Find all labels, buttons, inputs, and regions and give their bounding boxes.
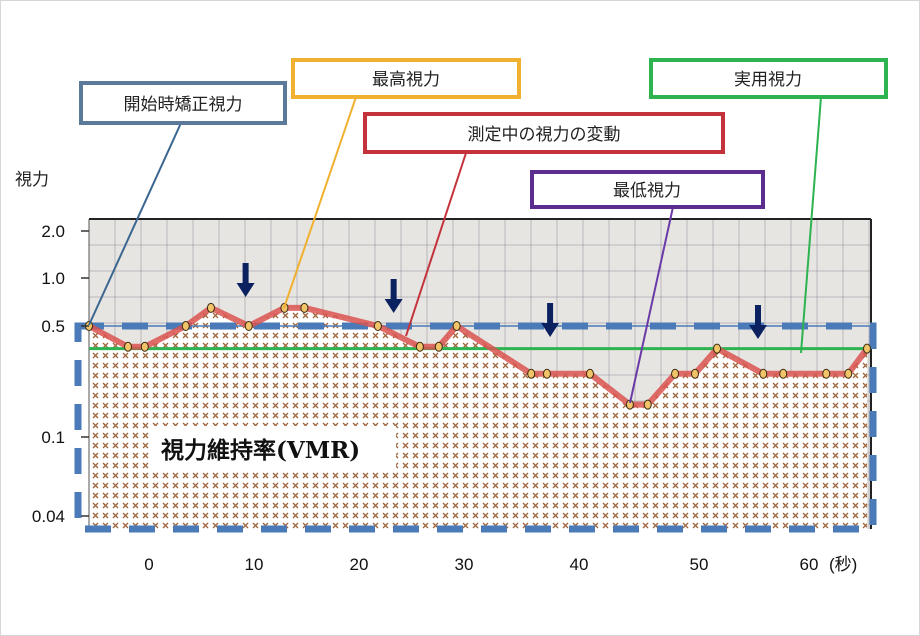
down-arrow-icon [236, 263, 255, 297]
y-ticks: 2.0 1.0 0.5 0.1 0.04 [32, 222, 89, 526]
start-leader-line [88, 122, 182, 326]
data-point [779, 368, 788, 379]
data-point [643, 399, 652, 410]
variation-callout-label: 測定中の視力の変動 [468, 125, 621, 145]
down-arrow-icon [384, 279, 403, 313]
data-point [300, 302, 309, 313]
data-point [713, 343, 722, 354]
vmr-label: 視力維持率(VMR) [160, 437, 360, 464]
data-point [586, 368, 594, 379]
x-axis-unit: (秒) [829, 555, 857, 574]
min-callout-box [530, 170, 765, 209]
functional-leader-line [800, 96, 822, 354]
data-point [124, 341, 132, 352]
x-tick-label: 20 [350, 555, 369, 574]
functional-callout-box [649, 58, 888, 99]
y-tick-label: 0.1 [41, 428, 65, 447]
min-callout-label: 最低視力 [613, 181, 681, 201]
start-callout-box [79, 81, 287, 125]
y-tick-label: 2.0 [41, 222, 65, 241]
data-point [671, 368, 680, 379]
x-tick-label: 10 [245, 555, 264, 574]
data-point [527, 368, 536, 379]
data-points [85, 302, 871, 410]
data-point [759, 368, 768, 379]
data-point [542, 368, 551, 379]
x-tick-label: 0 [144, 555, 153, 574]
x-ticks: 0 10 20 30 40 50 60 [144, 555, 818, 574]
max-callout-label: 最高視力 [372, 70, 440, 90]
data-point [452, 321, 461, 331]
data-point [244, 321, 253, 331]
x-tick-label: 30 [455, 555, 474, 574]
data-point [822, 368, 831, 379]
variation-leader-line [405, 152, 467, 337]
data-point [863, 343, 871, 354]
variation-callout-box [363, 112, 725, 154]
max-callout-box [291, 58, 521, 99]
data-point [373, 321, 382, 331]
data-point [434, 341, 443, 352]
y-tick-label: 1.0 [41, 269, 65, 288]
down-arrow-icon [749, 305, 767, 339]
vmr-label-box [151, 426, 396, 469]
data-point [691, 368, 699, 379]
data-point [844, 368, 853, 379]
blink-arrows [236, 263, 767, 339]
x-tick-label: 60 [800, 555, 819, 574]
y-tick-label: 0.5 [41, 317, 65, 336]
data-point [415, 341, 424, 352]
max-leader-line [283, 96, 357, 309]
data-point [181, 321, 190, 331]
functional-callout-label: 実用視力 [734, 70, 802, 90]
data-point [140, 341, 149, 352]
y-axis-label: 視力 [15, 170, 49, 190]
data-point [206, 302, 215, 313]
vmr-area [89, 307, 867, 529]
start-callout-label: 開始時矯正視力 [124, 95, 243, 115]
down-arrow-icon [541, 303, 560, 337]
min-leader-line [629, 206, 674, 404]
x-tick-label: 50 [690, 555, 709, 574]
y-tick-label: 0.04 [32, 507, 65, 526]
x-tick-label: 40 [570, 555, 589, 574]
